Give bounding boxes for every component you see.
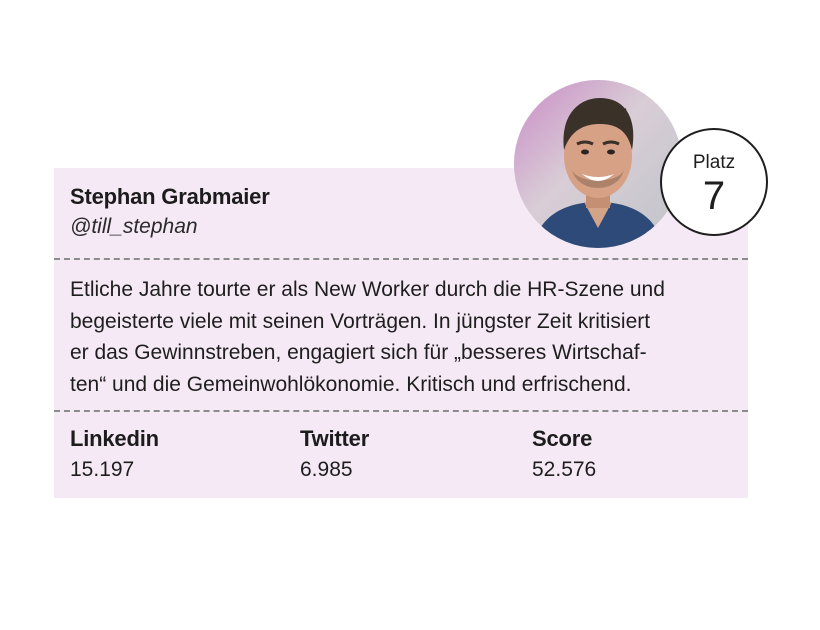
profile-bio: Etliche Jahre tourte er als New Worker d… <box>70 274 740 400</box>
rank-badge: Platz 7 <box>660 128 768 236</box>
divider-bottom <box>54 410 748 412</box>
stat-value: 6.985 <box>300 458 353 481</box>
rank-label: Platz <box>692 152 736 173</box>
stat-value: 52.576 <box>532 458 597 481</box>
rank-number: 7 <box>702 174 726 218</box>
stat-label: Score <box>532 426 593 451</box>
stat-linkedin: Linkedin 15.197 <box>70 426 159 482</box>
stat-score: Score 52.576 <box>532 426 596 482</box>
stat-label: Twitter <box>300 426 370 451</box>
stat-label: Linkedin <box>70 426 159 451</box>
divider-top <box>54 258 748 260</box>
avatar <box>514 80 682 248</box>
person-photo-icon <box>514 80 682 248</box>
profile-handle[interactable]: @till_stephan <box>70 215 198 238</box>
bio-line: Etliche Jahre tourte er als New Worker d… <box>70 278 665 301</box>
bio-line: er das Gewinnstreben, engagiert sich für… <box>70 341 647 364</box>
bio-line: ten“ und die Gemeinwohlökonomie. Kritisc… <box>70 372 632 396</box>
stat-value: 15.197 <box>70 458 135 481</box>
stat-twitter: Twitter 6.985 <box>300 426 369 482</box>
profile-name: Stephan Grabmaier <box>70 184 270 209</box>
bio-line: begeisterte viele mit seinen Vorträgen. … <box>70 309 651 333</box>
